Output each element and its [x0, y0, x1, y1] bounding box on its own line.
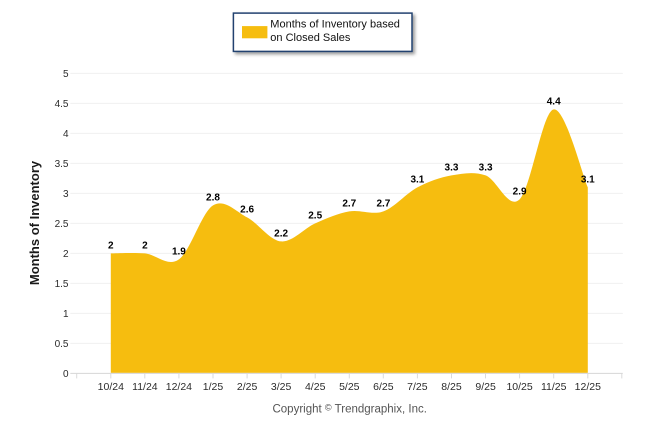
svg-text:Months of Inventory based: Months of Inventory based — [270, 18, 400, 30]
svg-text:3.3: 3.3 — [445, 163, 459, 174]
svg-text:2: 2 — [108, 241, 114, 252]
svg-text:3.1: 3.1 — [410, 175, 424, 186]
svg-text:2.7: 2.7 — [342, 199, 356, 210]
svg-text:2: 2 — [63, 249, 69, 260]
svg-text:1.9: 1.9 — [172, 247, 186, 258]
svg-text:Months of Inventory: Months of Inventory — [27, 160, 42, 285]
svg-text:2.2: 2.2 — [274, 229, 288, 240]
svg-text:12/24: 12/24 — [166, 381, 192, 393]
svg-text:2: 2 — [142, 241, 148, 252]
svg-text:2.5: 2.5 — [55, 219, 69, 230]
svg-text:2.7: 2.7 — [376, 199, 390, 210]
svg-text:4.5: 4.5 — [55, 99, 69, 110]
svg-text:Copyright © Trendgraphix, Inc.: Copyright © Trendgraphix, Inc. — [272, 403, 426, 416]
svg-text:1: 1 — [63, 309, 69, 320]
svg-text:1/25: 1/25 — [203, 381, 224, 393]
svg-text:9/25: 9/25 — [475, 381, 496, 393]
svg-text:2.5: 2.5 — [308, 211, 322, 222]
svg-text:7/25: 7/25 — [407, 381, 428, 393]
svg-text:6/25: 6/25 — [373, 381, 394, 393]
svg-text:5: 5 — [63, 69, 69, 80]
svg-text:3: 3 — [63, 189, 69, 200]
svg-text:3.5: 3.5 — [55, 159, 69, 170]
svg-text:12/25: 12/25 — [575, 381, 601, 393]
svg-text:4.4: 4.4 — [547, 97, 561, 108]
svg-text:10/24: 10/24 — [98, 381, 124, 393]
svg-text:8/25: 8/25 — [441, 381, 462, 393]
svg-text:2.8: 2.8 — [206, 193, 220, 204]
svg-text:4: 4 — [63, 129, 69, 140]
svg-text:0.5: 0.5 — [55, 339, 69, 350]
svg-text:on Closed Sales: on Closed Sales — [270, 32, 351, 44]
svg-text:3.3: 3.3 — [479, 163, 493, 174]
svg-text:11/24: 11/24 — [132, 381, 158, 393]
svg-text:3.1: 3.1 — [581, 175, 595, 186]
svg-text:11/25: 11/25 — [541, 381, 567, 393]
svg-text:2.9: 2.9 — [513, 187, 527, 198]
svg-text:10/25: 10/25 — [506, 381, 532, 393]
svg-text:2.6: 2.6 — [240, 205, 254, 216]
svg-text:1.5: 1.5 — [55, 279, 69, 290]
svg-text:5/25: 5/25 — [339, 381, 360, 393]
svg-text:2/25: 2/25 — [237, 381, 258, 393]
svg-text:3/25: 3/25 — [271, 381, 292, 393]
svg-text:4/25: 4/25 — [305, 381, 326, 393]
svg-text:0: 0 — [63, 369, 69, 380]
